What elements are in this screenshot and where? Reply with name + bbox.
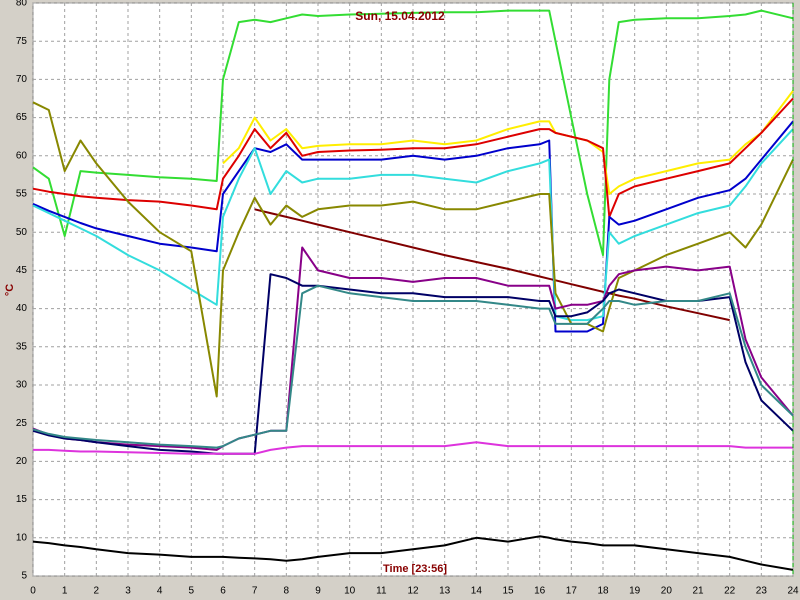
x-tick-label: 1: [62, 586, 68, 597]
x-tick-label: 21: [692, 586, 704, 597]
y-tick-label: 70: [16, 74, 28, 85]
y-tick-label: 25: [16, 418, 28, 429]
x-tick-label: 3: [125, 586, 131, 597]
grid: [32, 2, 794, 577]
y-tick-label: 60: [16, 150, 28, 161]
series-line: [33, 441, 793, 455]
y-tick-label: 5: [21, 571, 27, 582]
x-tick-label: 15: [502, 586, 514, 597]
x-tick-label: 6: [220, 586, 226, 597]
x-tick-label: 19: [629, 586, 641, 597]
series-line: [254, 208, 730, 322]
x-tick-label: 4: [157, 586, 163, 597]
y-tick-label: 45: [16, 265, 28, 276]
y-tick-label: 40: [16, 303, 28, 314]
chart-title: Sun, 15.04.2012: [355, 9, 445, 23]
y-axis-label: °C: [4, 284, 16, 296]
series-line: [32, 273, 794, 455]
series-line: [32, 120, 794, 333]
x-tick-label: 13: [439, 586, 451, 597]
plot-area: [32, 2, 794, 577]
x-tick-label: 2: [94, 586, 100, 597]
y-tick-label: 30: [16, 380, 28, 391]
x-tick-label: 12: [407, 586, 419, 597]
series-line: [32, 284, 794, 449]
y-tick-label: 10: [16, 532, 28, 543]
y-tick-label: 15: [16, 494, 28, 505]
series-line: [32, 535, 794, 571]
x-tick-label: 7: [252, 586, 258, 597]
x-tick-label: 9: [315, 586, 321, 597]
x-axis-label: Time [23:56]: [383, 563, 447, 575]
series-line: [32, 246, 794, 451]
x-tick-label: 16: [534, 586, 546, 597]
x-tick-label: 17: [566, 586, 578, 597]
x-tick-label: 5: [189, 586, 195, 597]
x-tick-label: 8: [284, 586, 290, 597]
x-tick-label: 10: [344, 586, 356, 597]
series-line: [222, 90, 794, 195]
x-tick-label: 0: [30, 586, 36, 597]
x-tick-label: 14: [471, 586, 483, 597]
y-tick-label: 75: [16, 36, 28, 47]
x-tick-label: 24: [787, 586, 799, 597]
x-tick-label: 23: [756, 586, 768, 597]
x-tick-label: 22: [724, 586, 736, 597]
series-line: [32, 9, 794, 257]
y-tick-label: 55: [16, 189, 28, 200]
x-tick-label: 11: [376, 586, 387, 597]
x-tick-label: 18: [597, 586, 609, 597]
y-tick-label: 65: [16, 112, 28, 123]
y-tick-label: 50: [16, 227, 28, 238]
y-tick-label: 35: [16, 341, 28, 352]
lines: [32, 9, 794, 571]
y-tick-label: 80: [16, 0, 28, 9]
series-line: [32, 128, 794, 322]
x-tick-label: 20: [661, 586, 673, 597]
y-tick-label: 20: [16, 456, 28, 467]
series-line: [32, 97, 794, 218]
